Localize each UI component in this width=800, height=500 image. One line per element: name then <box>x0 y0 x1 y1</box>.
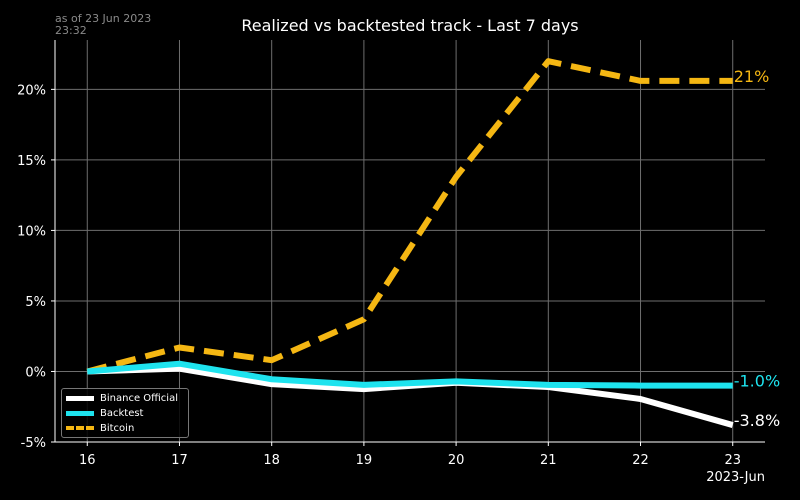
legend: Binance Official Backtest Bitcoin <box>61 388 189 438</box>
x-tick-label: 16 <box>79 453 96 468</box>
legend-label: Bitcoin <box>100 422 135 434</box>
x-tick-label: 23 <box>724 453 741 468</box>
legend-label: Binance Official <box>100 392 178 404</box>
end-label-binance-official: -3.8% <box>734 411 780 430</box>
x-tick-label: 20 <box>448 453 465 468</box>
legend-swatch <box>66 426 94 430</box>
legend-item: Binance Official <box>66 391 178 405</box>
y-tick-label: 10% <box>17 224 46 239</box>
y-tick-label: 20% <box>17 83 46 98</box>
end-label-backtest: -1.0% <box>734 372 780 391</box>
y-tick-label: 15% <box>17 154 46 169</box>
legend-item: Backtest <box>66 406 143 420</box>
legend-item: Bitcoin <box>66 421 134 435</box>
chart-title: Realized vs backtested track - Last 7 da… <box>241 16 579 35</box>
legend-swatch <box>66 410 94 416</box>
series-line-bitcoin <box>86 58 733 375</box>
x-tick-label: 17 <box>171 453 188 468</box>
legend-swatch <box>66 395 94 401</box>
y-tick-label: -5% <box>21 436 46 451</box>
x-tick-label: 19 <box>356 453 373 468</box>
series-line-backtest <box>87 360 733 389</box>
legend-label: Backtest <box>100 407 144 419</box>
x-tick-label: 18 <box>263 453 280 468</box>
x-tick-label: 21 <box>540 453 557 468</box>
as-of-timestamp: as of 23 Jun 2023 23:32 <box>55 12 152 37</box>
end-label-bitcoin: 21% <box>734 67 770 86</box>
y-tick-label: 0% <box>25 365 46 380</box>
x-axis-label: 2023-Jun <box>706 470 765 485</box>
x-tick-label: 22 <box>632 453 649 468</box>
y-tick-label: 5% <box>25 295 46 310</box>
